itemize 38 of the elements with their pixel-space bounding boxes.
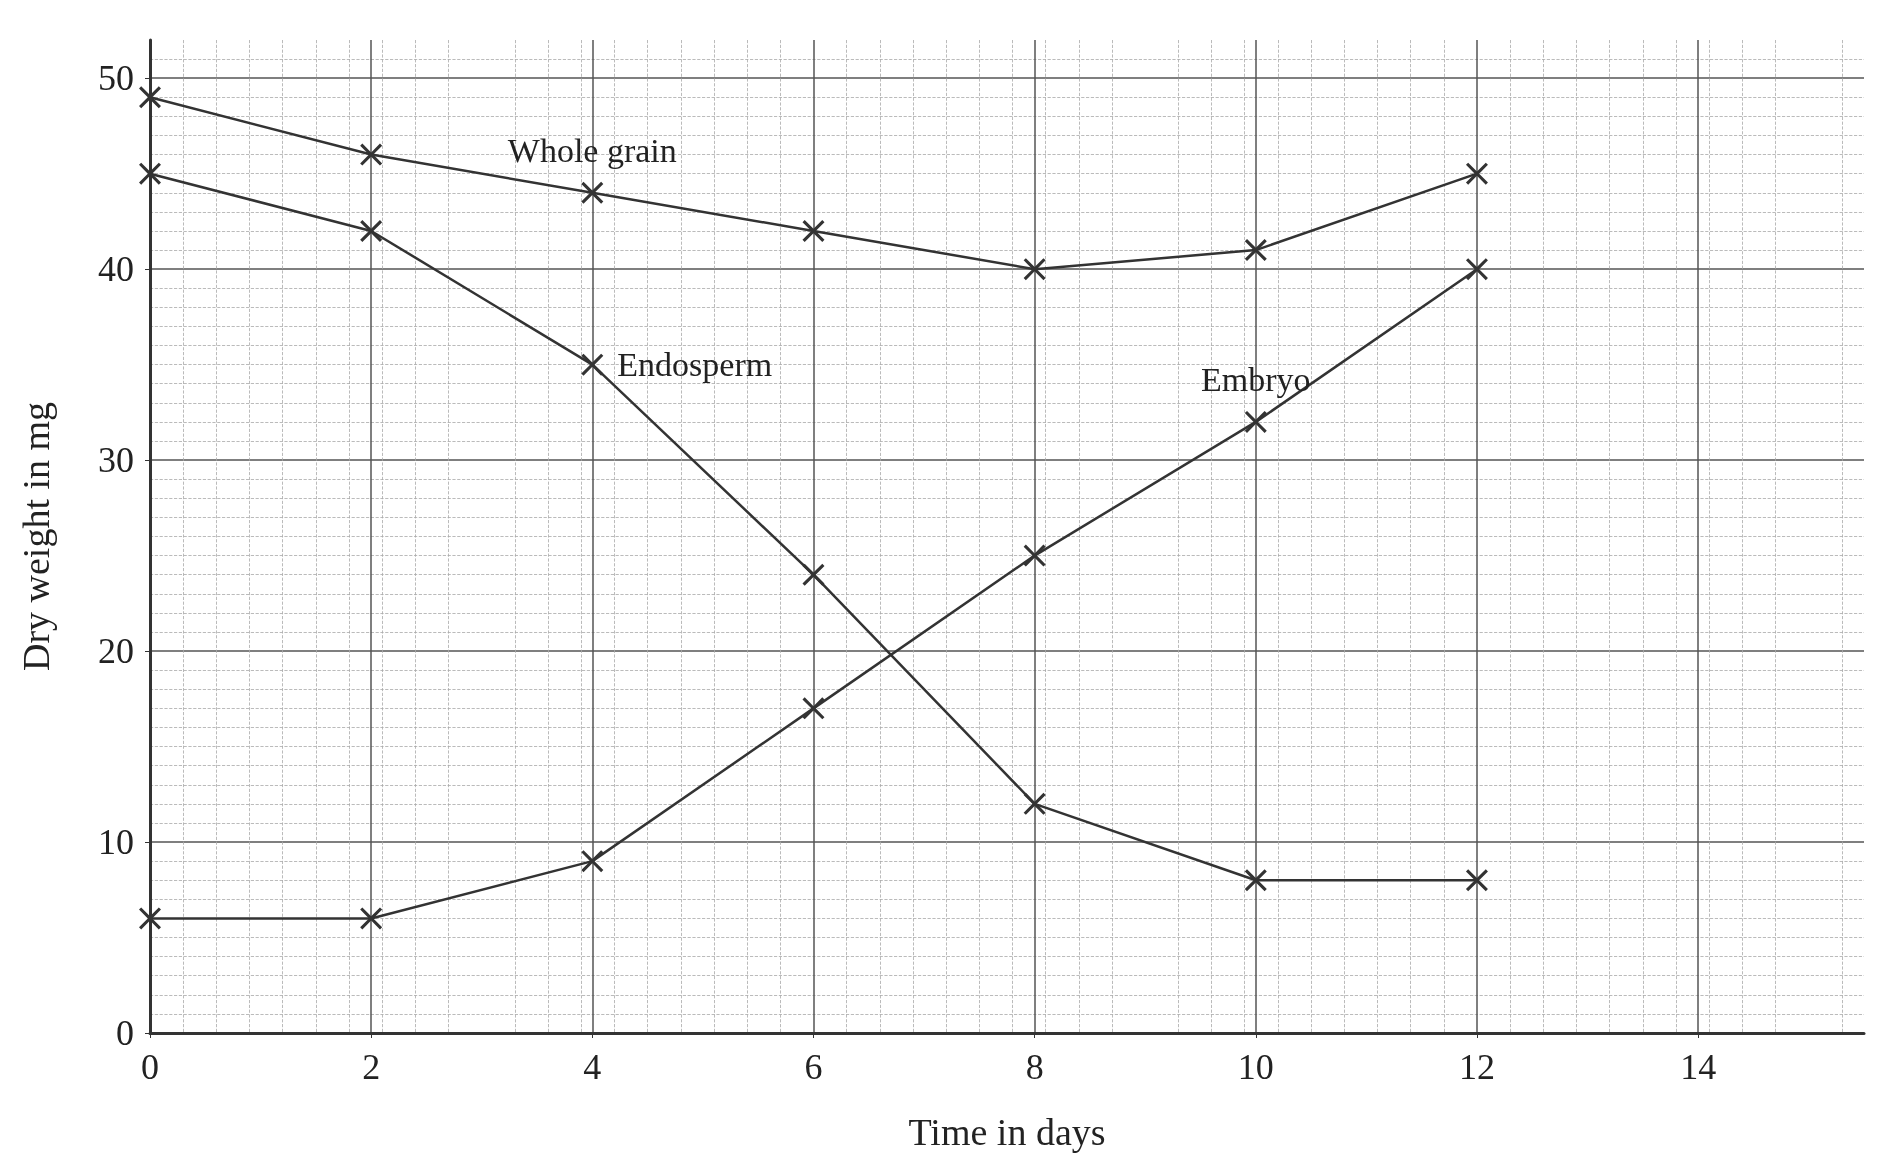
- point: [360, 219, 383, 242]
- point: [139, 907, 161, 930]
- y-tick-label: 40: [98, 249, 134, 290]
- y-tick-label: 10: [98, 822, 134, 863]
- point: [1465, 162, 1488, 185]
- y-tick-label: 20: [98, 631, 134, 672]
- x-tick-label: 6: [804, 1047, 823, 1087]
- point: [139, 86, 161, 109]
- point: [802, 219, 825, 242]
- point: [360, 907, 383, 930]
- point: [802, 697, 825, 720]
- point: [139, 162, 161, 185]
- point: [581, 850, 604, 873]
- x-tick-label: 4: [583, 1047, 602, 1087]
- point: [1023, 258, 1046, 281]
- series-label: Endosperm: [617, 346, 773, 384]
- x-tick-label: 12: [1458, 1047, 1495, 1087]
- x-axis-title: Time in days: [908, 1111, 1106, 1153]
- point: [1465, 258, 1488, 281]
- point: [360, 143, 383, 166]
- point: [1023, 544, 1046, 567]
- y-tick-label: 30: [98, 440, 134, 481]
- x-tick-label: 14: [1680, 1047, 1717, 1087]
- point: [581, 181, 604, 204]
- point: [1465, 869, 1488, 892]
- point: [1023, 792, 1046, 815]
- y-tick-label: 0: [116, 1013, 134, 1053]
- point: [1244, 410, 1267, 433]
- x-tick-label: 2: [362, 1047, 381, 1087]
- point: [581, 353, 604, 376]
- point: [802, 563, 825, 586]
- x-tick-label: 10: [1237, 1047, 1274, 1087]
- x-tick-label: 0: [141, 1047, 159, 1087]
- y-axis-title: Dry weight in mg: [15, 401, 57, 672]
- y-tick-label: 50: [98, 58, 134, 99]
- x-tick-label: 8: [1025, 1047, 1044, 1087]
- point: [1244, 869, 1267, 892]
- point: [1244, 239, 1267, 262]
